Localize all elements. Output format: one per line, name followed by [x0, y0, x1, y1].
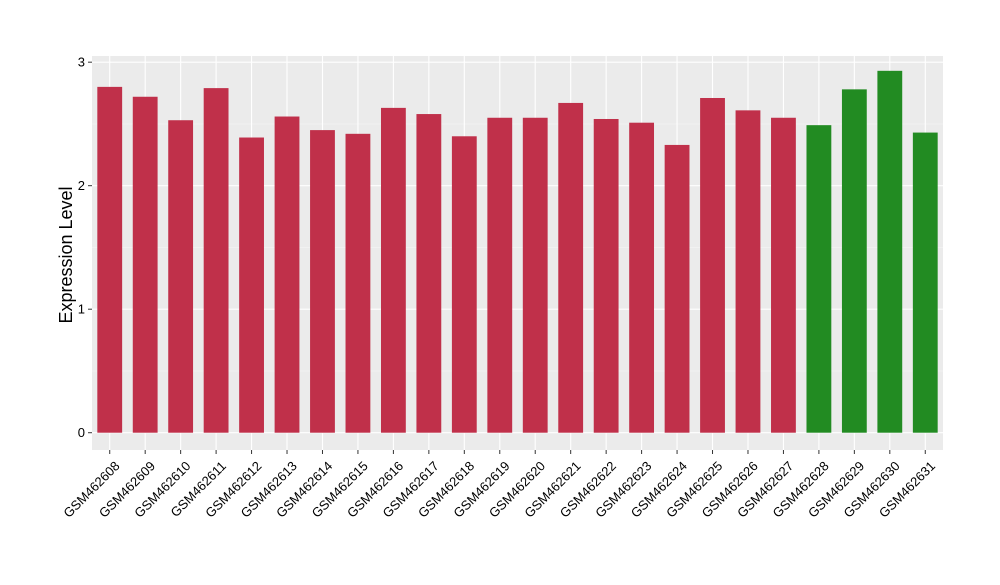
bar-GSM462622 — [593, 118, 619, 433]
bar-GSM462613 — [274, 116, 300, 433]
bar-GSM462612 — [239, 137, 264, 433]
bar-GSM462626 — [735, 110, 761, 433]
plot-panel — [92, 56, 943, 450]
y-axis: 0 1 2 3 — [78, 55, 92, 440]
bar-GSM462617 — [416, 114, 442, 433]
bar-GSM462630 — [877, 70, 903, 433]
bar-GSM462620 — [522, 117, 548, 433]
bar-GSM462614 — [310, 130, 335, 433]
bar-GSM462631 — [912, 132, 938, 433]
bar-GSM462623 — [629, 122, 655, 433]
bar-GSM462625 — [700, 97, 725, 433]
y-tick-label: 0 — [78, 425, 85, 440]
bar-GSM462629 — [841, 89, 867, 433]
bars — [97, 70, 938, 433]
y-tick-label: 3 — [78, 55, 85, 70]
bar-GSM462621 — [558, 102, 584, 433]
bar-GSM462628 — [806, 125, 832, 433]
bar-GSM462611 — [203, 88, 229, 433]
bar-GSM462619 — [487, 117, 513, 433]
bar-GSM462609 — [132, 96, 158, 433]
bar-GSM462618 — [451, 136, 477, 433]
x-axis: GSM462608GSM462609GSM462610GSM462611GSM4… — [60, 450, 938, 521]
y-tick-label: 2 — [78, 178, 85, 193]
bar-GSM462627 — [771, 117, 796, 433]
y-axis-title: Expression Level — [56, 186, 76, 323]
bar-GSM462608 — [97, 86, 123, 433]
y-tick-label: 1 — [78, 302, 85, 317]
bar-GSM462610 — [168, 120, 194, 433]
bar-GSM462615 — [345, 133, 371, 433]
bar-GSM462616 — [380, 107, 406, 433]
bar-GSM462624 — [664, 144, 690, 433]
